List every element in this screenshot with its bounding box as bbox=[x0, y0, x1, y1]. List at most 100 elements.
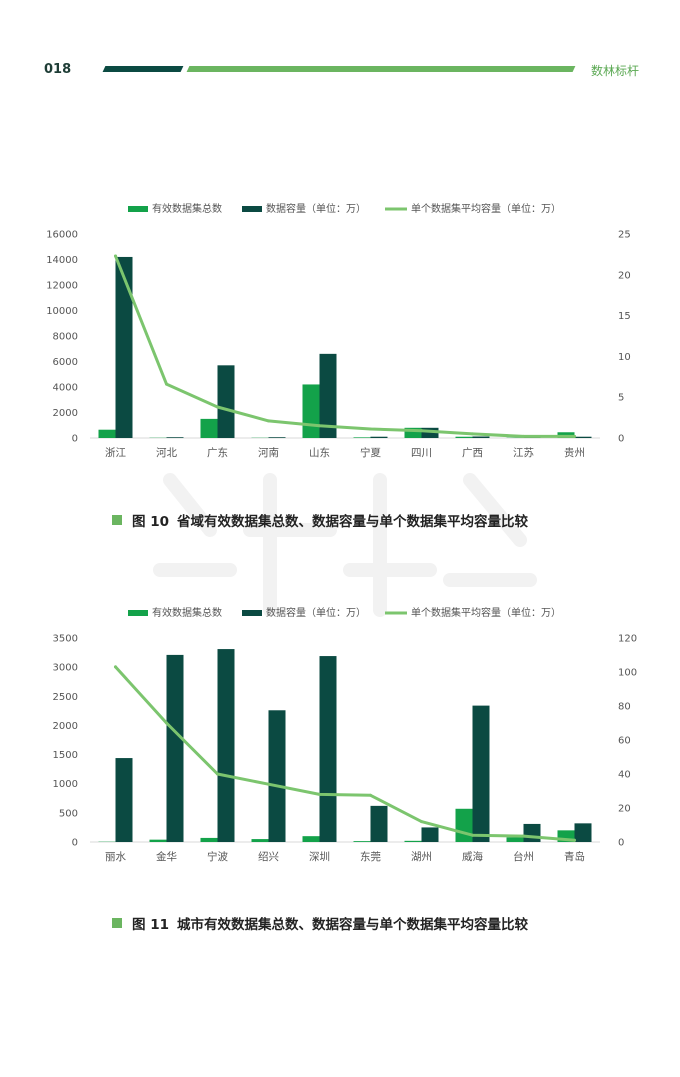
left-tick-label: 16000 bbox=[46, 230, 78, 241]
left-tick-label: 500 bbox=[59, 808, 78, 819]
legend-label-average: 单个数据集平均容量（单位：万） bbox=[411, 202, 561, 215]
category-label: 宁波 bbox=[207, 850, 228, 863]
average-point-7 bbox=[471, 833, 474, 837]
bar-datasets-4 bbox=[302, 836, 320, 842]
average-point-1 bbox=[165, 382, 168, 386]
bar-capacity-5 bbox=[370, 436, 388, 438]
bar-capacity-5 bbox=[370, 805, 388, 842]
left-tick-label: 2000 bbox=[53, 721, 78, 732]
bar-datasets-4 bbox=[302, 384, 320, 438]
legend-swatch-datasets bbox=[128, 610, 148, 616]
average-point-9 bbox=[573, 838, 576, 842]
average-point-7 bbox=[471, 432, 474, 436]
bar-capacity-9 bbox=[574, 823, 592, 842]
header-bar-green bbox=[186, 66, 576, 72]
left-tick-label: 6000 bbox=[53, 357, 78, 368]
category-label: 绍兴 bbox=[258, 850, 279, 863]
right-tick-label: 20 bbox=[618, 270, 631, 281]
average-point-2 bbox=[216, 405, 219, 409]
bar-capacity-3 bbox=[268, 710, 286, 842]
average-point-6 bbox=[420, 820, 423, 824]
category-label: 四川 bbox=[411, 447, 432, 459]
legend-swatch-datasets bbox=[128, 206, 148, 212]
right-tick-label: 5 bbox=[618, 393, 624, 404]
bar-capacity-7 bbox=[472, 705, 490, 842]
left-tick-label: 3000 bbox=[53, 663, 78, 674]
legend-label-datasets: 有效数据集总数 bbox=[152, 202, 222, 215]
right-tick-label: 0 bbox=[618, 434, 624, 445]
left-tick-label: 3500 bbox=[53, 634, 78, 645]
figure-10-title: 省域有效数据集总数、数据容量与单个数据集平均容量比较 bbox=[177, 514, 528, 530]
figure-10-label: 图 10 bbox=[132, 514, 169, 530]
figure-10-caption: 图 10 省域有效数据集总数、数据容量与单个数据集平均容量比较 bbox=[112, 510, 528, 530]
legend-swatch-capacity bbox=[242, 610, 262, 616]
category-label: 广西 bbox=[462, 447, 483, 459]
right-tick-label: 80 bbox=[618, 702, 631, 713]
left-tick-label: 8000 bbox=[53, 332, 78, 343]
left-tick-label: 14000 bbox=[46, 255, 78, 266]
bar-capacity-6 bbox=[421, 827, 439, 842]
average-point-3 bbox=[267, 419, 270, 423]
bar-datasets-5 bbox=[353, 437, 371, 438]
right-tick-label: 25 bbox=[618, 230, 631, 241]
brand-label: 数林标杆 bbox=[591, 64, 640, 78]
category-label: 宁夏 bbox=[360, 446, 381, 459]
category-label: 深圳 bbox=[309, 851, 330, 863]
figure-11-chart: 有效数据集总数 数据容量（单位：万） 单个数据集平均容量（单位：万） 0 500 1000… bbox=[0, 602, 680, 877]
figure-11-title: 城市有效数据集总数、数据容量与单个数据集平均容量比较 bbox=[177, 917, 528, 933]
left-tick-label: 10000 bbox=[46, 306, 78, 317]
figure-11-label: 图 11 bbox=[132, 917, 169, 933]
average-point-8 bbox=[522, 834, 525, 838]
bar-datasets-7 bbox=[455, 436, 473, 438]
average-point-8 bbox=[522, 434, 525, 438]
bar-capacity-0 bbox=[115, 256, 133, 438]
bar-capacity-1 bbox=[166, 654, 184, 842]
page-number: 018 bbox=[44, 62, 72, 77]
bar-capacity-2 bbox=[217, 365, 235, 438]
average-line bbox=[114, 254, 576, 438]
legend-label-capacity: 数据容量（单位：万） bbox=[266, 606, 366, 619]
average-point-4 bbox=[318, 424, 321, 428]
left-tick-label: 1000 bbox=[53, 779, 78, 790]
bar-datasets-1 bbox=[149, 839, 167, 842]
right-tick-label: 10 bbox=[618, 352, 631, 363]
bar-datasets-2 bbox=[200, 837, 218, 842]
legend-label-capacity: 数据容量（单位：万） bbox=[266, 202, 366, 215]
left-tick-label: 0 bbox=[72, 434, 78, 445]
right-tick-label: 40 bbox=[618, 770, 631, 781]
average-point-9 bbox=[573, 434, 576, 438]
category-label: 青岛 bbox=[564, 850, 585, 863]
bar-capacity-6 bbox=[421, 427, 439, 438]
bar-datasets-9 bbox=[557, 830, 575, 842]
left-tick-label: 2500 bbox=[53, 692, 78, 703]
left-tick-label: 12000 bbox=[46, 281, 78, 292]
average-point-0 bbox=[114, 665, 117, 669]
header-bar-dark bbox=[102, 66, 184, 72]
bar-datasets-7 bbox=[455, 808, 473, 842]
left-tick-label: 1500 bbox=[53, 750, 78, 761]
average-point-1 bbox=[165, 721, 168, 725]
bar-datasets-6 bbox=[404, 427, 422, 438]
right-tick-label: 20 bbox=[618, 804, 631, 815]
bar-capacity-7 bbox=[472, 436, 490, 438]
category-label: 台州 bbox=[513, 850, 534, 863]
watermark-graphic bbox=[153, 473, 537, 617]
category-label: 山东 bbox=[309, 446, 330, 459]
right-tick-label: 60 bbox=[618, 736, 631, 747]
category-label: 金华 bbox=[156, 850, 177, 863]
legend-label-average: 单个数据集平均容量（单位：万） bbox=[411, 606, 561, 619]
right-tick-label: 15 bbox=[618, 311, 631, 322]
bar-capacity-2 bbox=[217, 649, 235, 842]
bar-capacity-4 bbox=[319, 656, 337, 842]
average-line bbox=[114, 665, 576, 842]
caption-marker-icon bbox=[112, 918, 122, 928]
bar-capacity-0 bbox=[115, 758, 133, 842]
category-label: 贵州 bbox=[564, 446, 585, 459]
category-label: 江苏 bbox=[513, 446, 534, 459]
average-point-5 bbox=[369, 427, 372, 431]
average-point-6 bbox=[420, 429, 423, 433]
category-label: 浙江 bbox=[105, 447, 126, 459]
caption-marker-icon bbox=[112, 515, 122, 525]
category-label: 东莞 bbox=[360, 850, 381, 863]
bar-capacity-1 bbox=[166, 437, 184, 438]
